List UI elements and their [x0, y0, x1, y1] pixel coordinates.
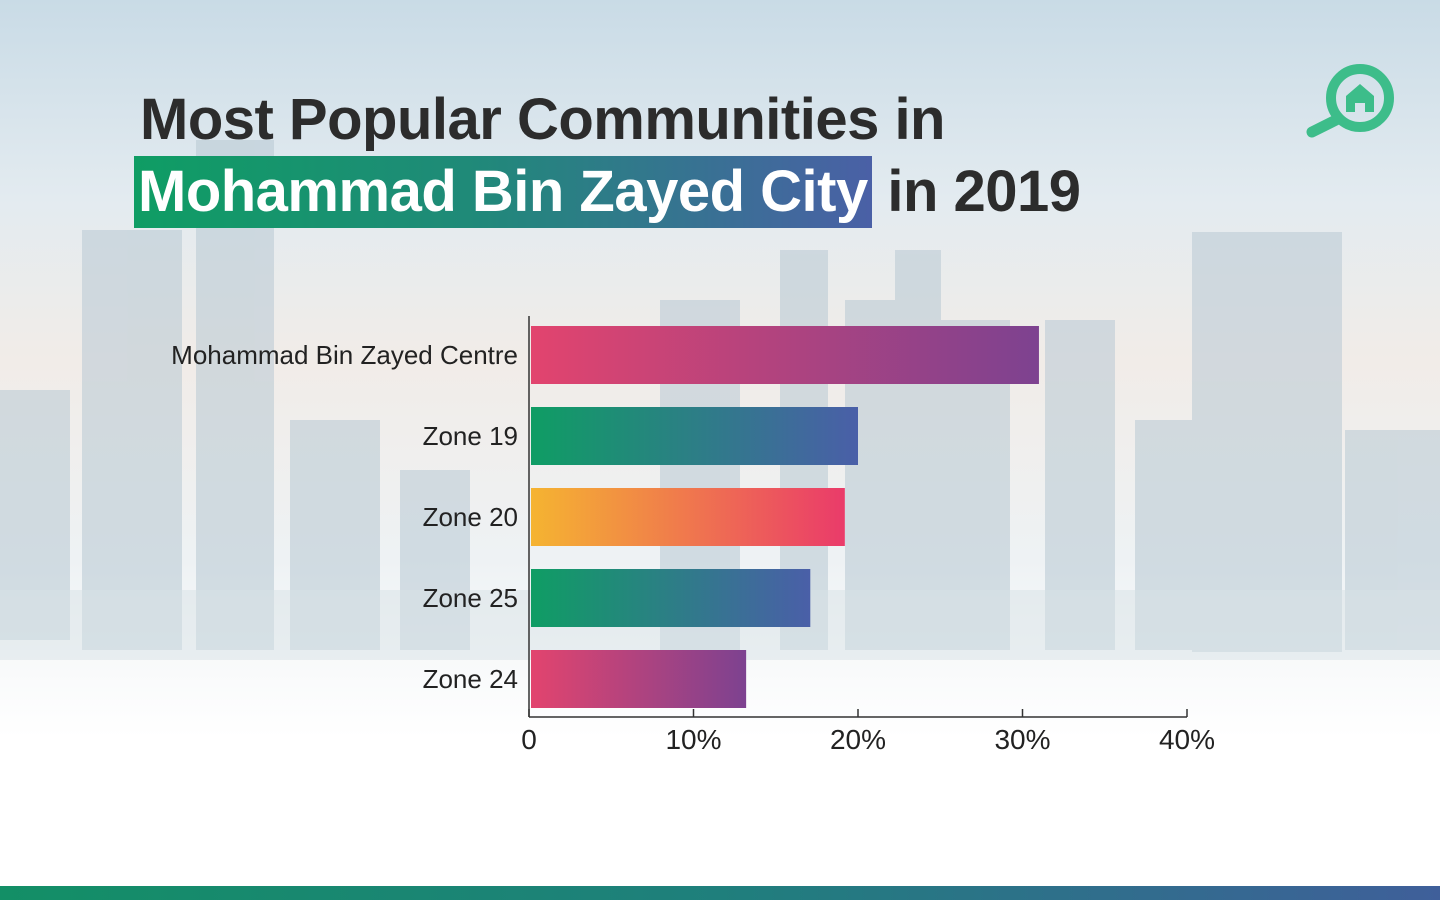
house-magnifier-icon [1306, 64, 1394, 138]
category-label: Zone 20 [423, 502, 518, 532]
title-suffix: in 2019 [871, 159, 1081, 224]
bar-mohammad-bin-zayed-centre [531, 326, 1039, 384]
bar-zone-19 [531, 407, 858, 465]
x-tick-label: 10% [665, 724, 721, 755]
category-label: Zone 24 [423, 664, 518, 694]
x-tick-label: 30% [994, 724, 1050, 755]
chart-title: Most Popular Communities in Mohammad Bin… [134, 84, 1081, 228]
bar-zone-24 [531, 650, 747, 708]
footer-bar [0, 886, 1440, 900]
x-tick-label: 40% [1159, 724, 1215, 755]
x-tick-label: 0 [521, 724, 537, 755]
title-highlight: Mohammad Bin Zayed City [134, 156, 872, 228]
bar-zone-20 [531, 488, 845, 546]
title-line-1: Most Popular Communities in [140, 87, 945, 152]
x-tick-label: 20% [830, 724, 886, 755]
category-label: Zone 19 [423, 421, 518, 451]
category-label: Mohammad Bin Zayed Centre [171, 340, 518, 370]
title-line-2: Mohammad Bin Zayed City in 2019 [134, 156, 1081, 228]
category-label: Zone 25 [423, 583, 518, 613]
bar-zone-25 [531, 569, 811, 627]
